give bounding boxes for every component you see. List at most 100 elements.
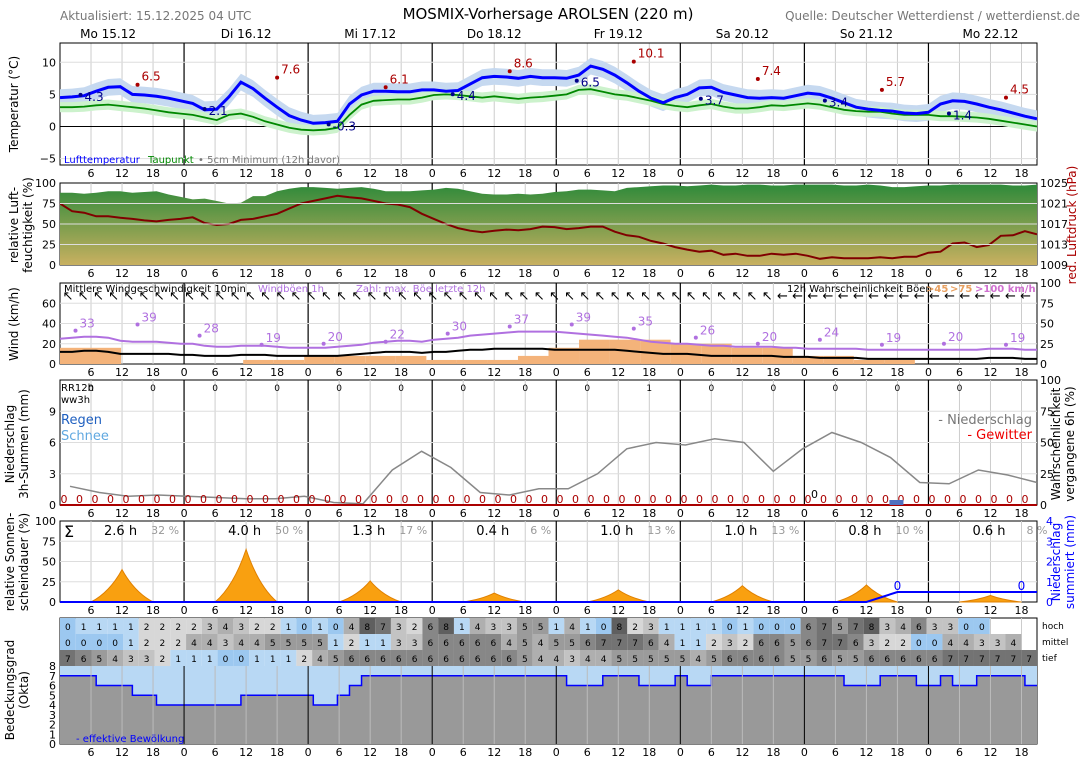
cloud-cell — [312, 650, 328, 666]
max-temp-label: 8.6 — [514, 56, 533, 70]
cloud-value: 5 — [97, 655, 103, 665]
precip-value: 0 — [572, 493, 579, 506]
sun-hours: 2.6 h — [104, 524, 137, 539]
cloud-value: 2 — [175, 639, 181, 649]
cloud-value: 3 — [396, 639, 402, 649]
cloud-value: 2 — [144, 639, 150, 649]
hour-tick: 0 — [429, 507, 436, 520]
hour-tick: 6 — [336, 366, 343, 379]
humidity-tick: 0 — [49, 259, 56, 272]
cloud-value: 2 — [743, 639, 749, 649]
cloud-value: 8 — [443, 623, 449, 633]
hour-tick: 6 — [832, 507, 839, 520]
cloud-cell — [375, 618, 391, 634]
hour-tick: 12 — [487, 604, 501, 617]
pressure-tick: 1025 — [1040, 177, 1068, 190]
cloud-cell — [942, 634, 959, 650]
cloud-value: 6 — [459, 639, 465, 649]
cloud-value: 6 — [412, 655, 418, 665]
temp-uncertainty-band — [60, 57, 1037, 132]
cloud-value: 3 — [884, 623, 890, 633]
hour-tick: 0 — [553, 604, 560, 617]
hour-tick: 12 — [363, 267, 377, 280]
hour-tick: 18 — [890, 366, 904, 379]
hour-tick: 0 — [181, 507, 188, 520]
max-temp-label: 7.6 — [281, 63, 300, 77]
precip-value: 0 — [495, 493, 502, 506]
temp-axis-label: Temperatur (°C) — [7, 56, 21, 153]
precip-value: 0 — [960, 493, 967, 506]
wind-arrow: ← — [990, 289, 1001, 304]
cloud-value: 5 — [648, 655, 654, 665]
cloud-cell — [879, 634, 896, 650]
hour-tick: 6 — [88, 167, 95, 180]
hour-tick: 12 — [735, 167, 749, 180]
cloud-value: 5 — [837, 655, 843, 665]
hour-tick: 18 — [1014, 167, 1028, 180]
cloud-cell — [359, 634, 376, 650]
cloud-axis-label: Bedeckungsgrad — [3, 640, 17, 740]
cloud-cell — [406, 618, 423, 634]
sun-percent: 13 % — [771, 524, 799, 537]
cloud-cell — [580, 618, 596, 634]
hour-tick: 6 — [212, 366, 219, 379]
cloud-value: 6 — [396, 655, 402, 665]
wind-arrow: ↖ — [78, 289, 89, 304]
precip-value: 0 — [851, 493, 858, 506]
max-gust-dot — [135, 322, 140, 327]
cloud-cell — [501, 650, 517, 666]
precip-value: 0 — [991, 493, 998, 506]
cloud-cell — [706, 634, 722, 650]
cloud-cell — [895, 618, 911, 634]
cloud-cell — [107, 618, 124, 634]
hour-tick: 12 — [735, 507, 749, 520]
cloud-cell — [186, 650, 202, 666]
cloud-value: 1 — [585, 623, 591, 633]
cloud-value: 5 — [632, 655, 638, 665]
cloud-cell — [327, 618, 344, 634]
cloud-cell — [343, 634, 360, 650]
cloud-value: 5 — [317, 639, 323, 649]
cloud-cell — [769, 650, 785, 666]
cloud-value: 7 — [617, 639, 623, 649]
cloud-cell — [390, 634, 407, 650]
min-temp-label: 1.4 — [953, 108, 972, 122]
cloud-cell — [186, 634, 202, 650]
wind-arrow: ↖ — [63, 289, 74, 304]
cloud-value: 6 — [821, 655, 827, 665]
wind-arrow: ↖ — [519, 289, 530, 304]
sun-percent: 6 % — [530, 524, 551, 537]
cloud-cell — [595, 650, 612, 666]
precip-value: 0 — [944, 493, 951, 506]
cloud-cell — [217, 634, 234, 650]
legend-mean-wind: Mittlere Windgeschwindigkeit 10min — [64, 284, 246, 295]
wind-arrow: ↖ — [184, 289, 195, 304]
wind-arrow: ↖ — [488, 289, 499, 304]
cloud-value: 3 — [648, 623, 654, 633]
precip-value: 0 — [743, 493, 750, 506]
hour-tick: 18 — [642, 746, 656, 759]
cloud-value: 5 — [270, 639, 276, 649]
cloud-cell — [123, 618, 139, 634]
precip-prob-label: - Niederschlag — [938, 413, 1032, 428]
sunshine-area — [959, 594, 1022, 603]
hour-tick: 6 — [336, 507, 343, 520]
hour-tick: 6 — [336, 167, 343, 180]
precip-value: 0 — [634, 493, 641, 506]
cloud-cell — [926, 618, 943, 634]
wind-arrow: ↖ — [458, 289, 469, 304]
hour-tick: 6 — [460, 507, 467, 520]
wind-arrow: ↖ — [443, 289, 454, 304]
hour-tick: 12 — [363, 366, 377, 379]
cloud-value: 3 — [727, 639, 733, 649]
cloud-value: 6 — [490, 639, 496, 649]
hour-tick: 18 — [1014, 604, 1028, 617]
cloud-value: 2 — [175, 623, 181, 633]
cloud-value: 6 — [475, 639, 481, 649]
wind-tick: 60 — [42, 297, 56, 310]
rr12-value: 0 — [584, 384, 590, 394]
precip-value: 0 — [712, 493, 719, 506]
rr12-label: RR12h — [61, 383, 94, 394]
wind-arrow: ↖ — [427, 289, 438, 304]
cloud-cell — [138, 634, 155, 650]
